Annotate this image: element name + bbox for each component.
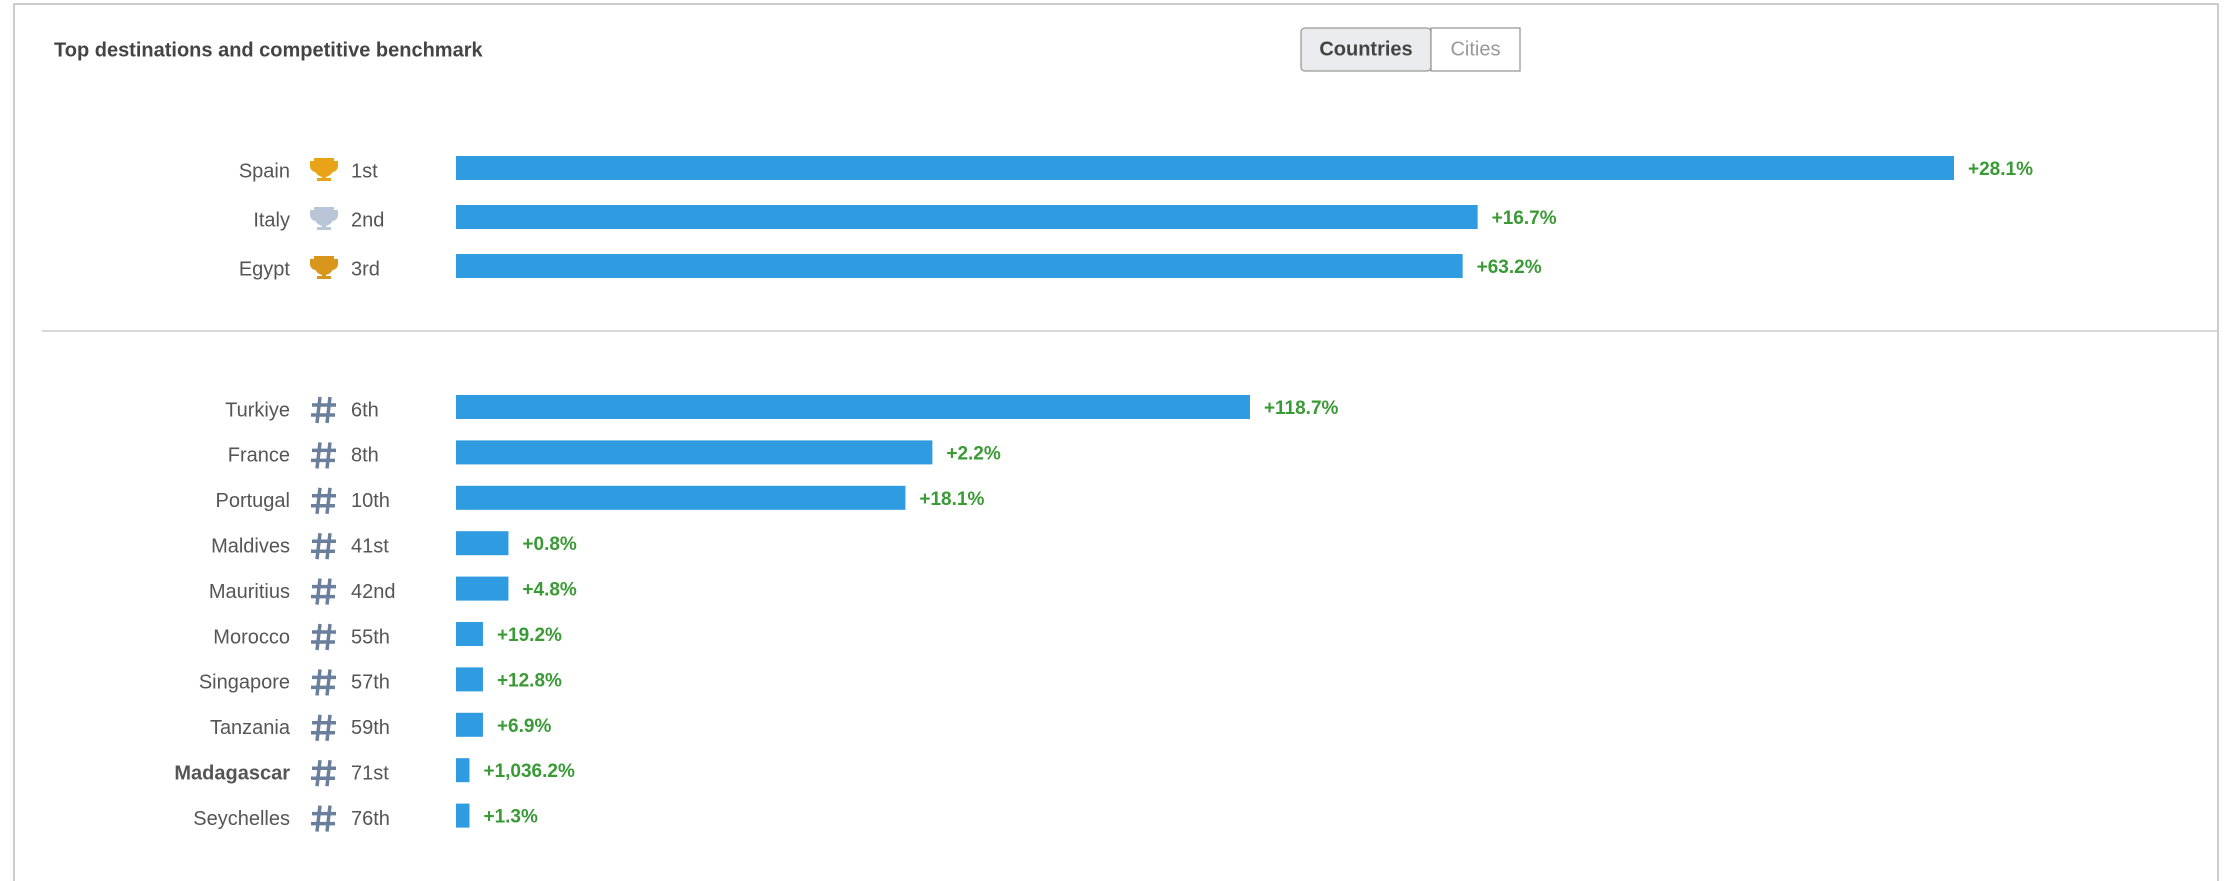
bar xyxy=(456,531,509,556)
rank-label: 42nd xyxy=(351,581,396,603)
category-label: Portugal xyxy=(216,490,291,512)
change-label: +1.3% xyxy=(483,807,538,828)
rank-label: 55th xyxy=(351,626,390,648)
widget-title: Top destinations and competitive benchma… xyxy=(54,39,483,61)
category-label: Madagascar xyxy=(174,762,290,784)
trophy-base xyxy=(317,178,331,181)
tab-toggle: Countries Cities xyxy=(1300,27,1521,72)
rank-label: 76th xyxy=(351,808,390,830)
tab[interactable]: Cities xyxy=(1430,27,1521,72)
category-label: Maldives xyxy=(211,535,290,557)
rank-label: 57th xyxy=(351,672,390,694)
rank-label: 8th xyxy=(351,445,379,467)
change-label: +118.7% xyxy=(1264,398,1339,419)
change-label: +6.9% xyxy=(497,716,552,737)
category-label: Seychelles xyxy=(193,808,290,830)
rank-label: 59th xyxy=(351,717,390,739)
bar xyxy=(456,254,1463,278)
bar xyxy=(456,667,483,692)
change-label: +12.8% xyxy=(497,670,562,691)
trophy-base xyxy=(322,271,326,276)
category-label: Spain xyxy=(239,160,290,182)
trophy-base xyxy=(317,227,331,230)
category-label: France xyxy=(228,445,290,467)
change-label: +0.8% xyxy=(522,534,577,555)
rank-label: 41st xyxy=(351,535,389,557)
change-label: +63.2% xyxy=(1477,257,1542,278)
bar xyxy=(456,440,933,465)
rank-label: 2nd xyxy=(351,209,384,231)
category-label: Morocco xyxy=(213,626,290,648)
rank-label: 6th xyxy=(351,399,379,421)
trophy-icon xyxy=(310,158,338,181)
trophy-icon xyxy=(310,207,338,230)
bar xyxy=(456,758,470,783)
change-label: +28.1% xyxy=(1968,159,2033,180)
trophy-base xyxy=(322,173,326,178)
rank-label: 10th xyxy=(351,490,390,512)
change-label: +18.1% xyxy=(919,489,984,510)
tab[interactable]: Countries xyxy=(1300,27,1432,72)
rank-label: 3rd xyxy=(351,258,380,280)
hash-icon xyxy=(311,442,336,469)
tab-button[interactable] xyxy=(1430,27,1521,72)
tab-label[interactable]: Countries xyxy=(1319,38,1412,60)
hash-icon xyxy=(311,487,336,515)
hash-icon xyxy=(311,532,336,560)
category-label: Singapore xyxy=(199,672,290,694)
bar xyxy=(456,576,509,601)
bar xyxy=(456,156,1954,180)
bar xyxy=(456,395,1250,419)
hash-icon xyxy=(311,623,336,651)
card xyxy=(13,3,2219,881)
category-label: Egypt xyxy=(239,258,291,280)
rank-label: 1st xyxy=(351,160,378,182)
hash-icon xyxy=(311,805,336,832)
trophy-cup xyxy=(310,207,338,226)
change-label: +16.7% xyxy=(1492,208,1557,229)
tab-label[interactable]: Cities xyxy=(1450,38,1500,60)
bar-chart: Spain 1st +28.1% Italy 2nd +16.7% Egypt 3rd +63.… xyxy=(174,156,2033,832)
bar xyxy=(456,622,483,646)
trophy-cup xyxy=(310,158,338,177)
change-label: +2.2% xyxy=(946,443,1001,464)
category-label: Mauritius xyxy=(209,581,290,603)
rank-label: 71st xyxy=(351,762,389,784)
category-label: Turkiye xyxy=(225,399,290,421)
bar xyxy=(456,803,470,828)
hash-icon xyxy=(311,669,336,696)
category-label: Tanzania xyxy=(210,717,291,739)
bar xyxy=(456,205,1478,229)
change-label: +4.8% xyxy=(522,580,577,601)
change-label: +19.2% xyxy=(497,625,562,646)
hash-icon xyxy=(311,759,336,787)
hash-icon xyxy=(311,578,336,605)
trophy-base xyxy=(322,222,326,227)
category-label: Italy xyxy=(253,209,290,231)
bar xyxy=(456,485,906,510)
change-label: +1,036.2% xyxy=(483,761,574,782)
trophy-base xyxy=(317,276,331,279)
hash-icon xyxy=(311,396,336,424)
bar xyxy=(456,712,483,737)
hash-icon xyxy=(311,714,336,742)
trophy-icon xyxy=(310,256,338,279)
